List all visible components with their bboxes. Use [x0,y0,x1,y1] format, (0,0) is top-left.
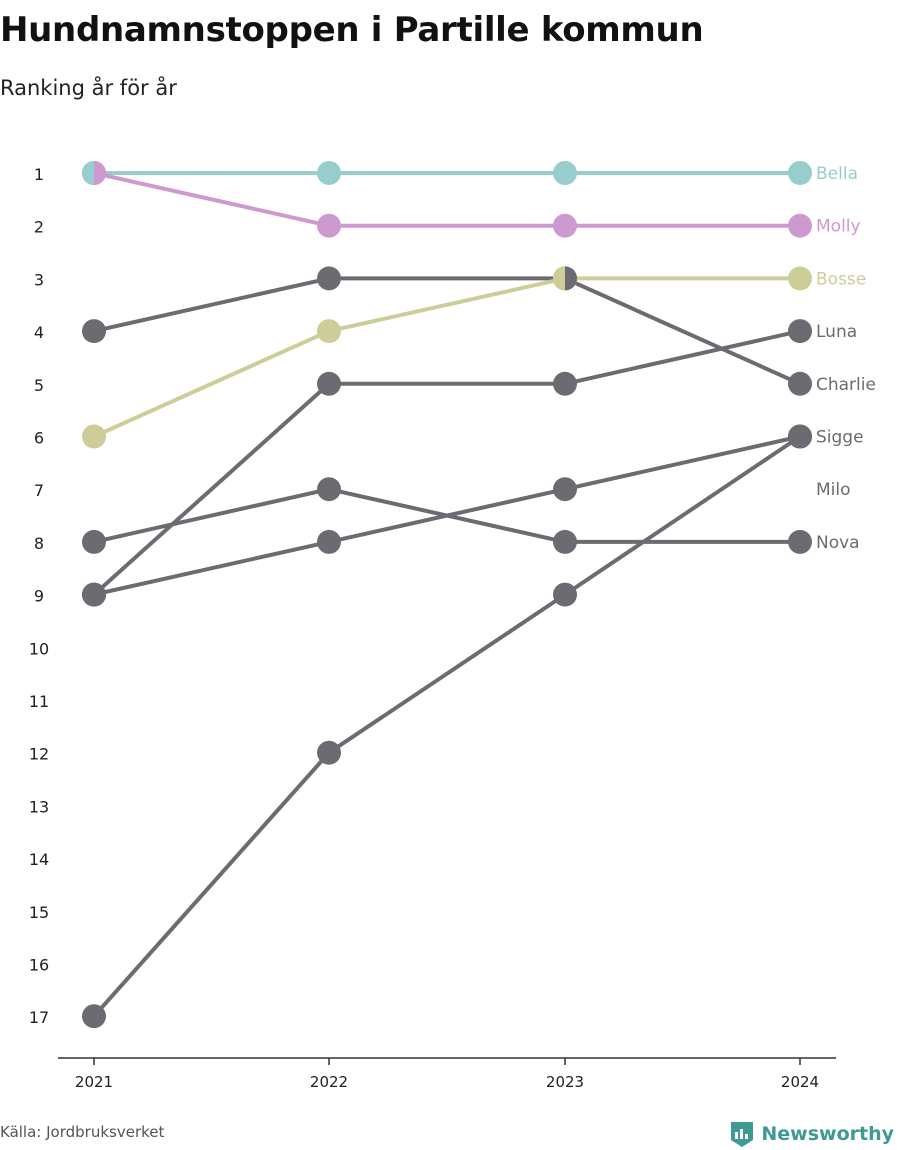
data-point-luna [553,371,577,396]
data-point-charlie [317,266,341,291]
data-point-molly [553,213,577,238]
data-point-sigge [82,1004,106,1029]
data-point-nova [553,477,577,502]
shared-point-bella-molly [82,161,94,185]
data-point-milo [317,477,341,502]
y-tick-label: 16 [29,956,49,975]
brand-logo: Newsworthy [729,1120,894,1148]
y-tick-label: 13 [29,797,49,816]
data-point-milo [553,529,577,554]
series-line-sigge [92,434,802,1018]
shared-point-bosse-charlie [565,266,577,291]
data-point-milo [82,529,106,554]
data-point-bosse [788,266,812,291]
data-point-nova [788,424,812,449]
data-point-sigge [317,740,341,765]
end-label-charlie: Charlie [816,375,876,395]
y-tick-label: 11 [29,692,49,711]
y-tick-label: 10 [29,639,49,658]
x-tick-label: 2022 [310,1073,348,1091]
data-point-molly [317,213,341,238]
data-point-bosse [317,319,341,344]
data-point-milo [788,529,812,554]
x-tick-label: 2023 [546,1073,584,1091]
series-line-bosse [93,276,800,439]
data-point-nova [317,529,341,554]
data-point-molly [788,213,812,238]
chart-subtitle: Ranking år för år [0,76,177,100]
data-point-luna [317,371,341,396]
y-tick-label: 15 [29,903,49,922]
y-tick-label: 5 [34,376,44,395]
x-tick-label: 2024 [781,1073,819,1091]
y-tick-label: 4 [34,323,44,342]
y-tick-label: 17 [29,1008,49,1027]
end-label-molly: Molly [816,217,861,237]
shared-point-bella-molly [94,161,106,185]
y-tick-label: 14 [29,850,49,869]
series-line-molly [93,171,800,228]
data-point-sigge [553,582,577,607]
y-tick-label: 6 [34,429,44,448]
end-label-bella: Bella [816,164,858,184]
end-label-nova: Nova [816,533,860,553]
x-tick-label: 2021 [75,1073,113,1091]
newsworthy-logo-icon [731,1122,754,1147]
y-tick-label: 3 [34,270,44,289]
series-line-luna [92,329,801,597]
chart-title: Hundnamnstoppen i Partille kommun [0,10,704,50]
data-point-charlie [82,319,106,344]
shared-point-bosse-charlie [553,266,565,291]
end-label-luna: Luna [816,322,857,342]
data-point-luna [788,319,812,344]
y-tick-label: 9 [34,587,44,606]
data-point-nova [82,582,106,607]
end-label-sigge: Sigge [816,428,864,448]
end-label-milo: Milo [816,480,851,500]
y-tick-label: 12 [29,745,49,764]
data-point-bella [553,161,577,185]
y-tick-label: 1 [34,165,44,184]
brand-name: Newsworthy [761,1123,894,1145]
y-tick-label: 2 [34,218,44,237]
data-point-bella [317,161,341,185]
data-point-charlie [788,371,812,396]
series-line-nova [93,434,801,597]
data-point-bosse [82,424,106,449]
source-note: Källa: Jordbruksverket [0,1123,165,1141]
series-line-charlie [93,276,801,386]
y-tick-label: 7 [34,481,44,500]
end-label-bosse: Bosse [816,269,866,289]
y-tick-label: 8 [34,534,44,553]
data-point-bella [788,161,812,185]
